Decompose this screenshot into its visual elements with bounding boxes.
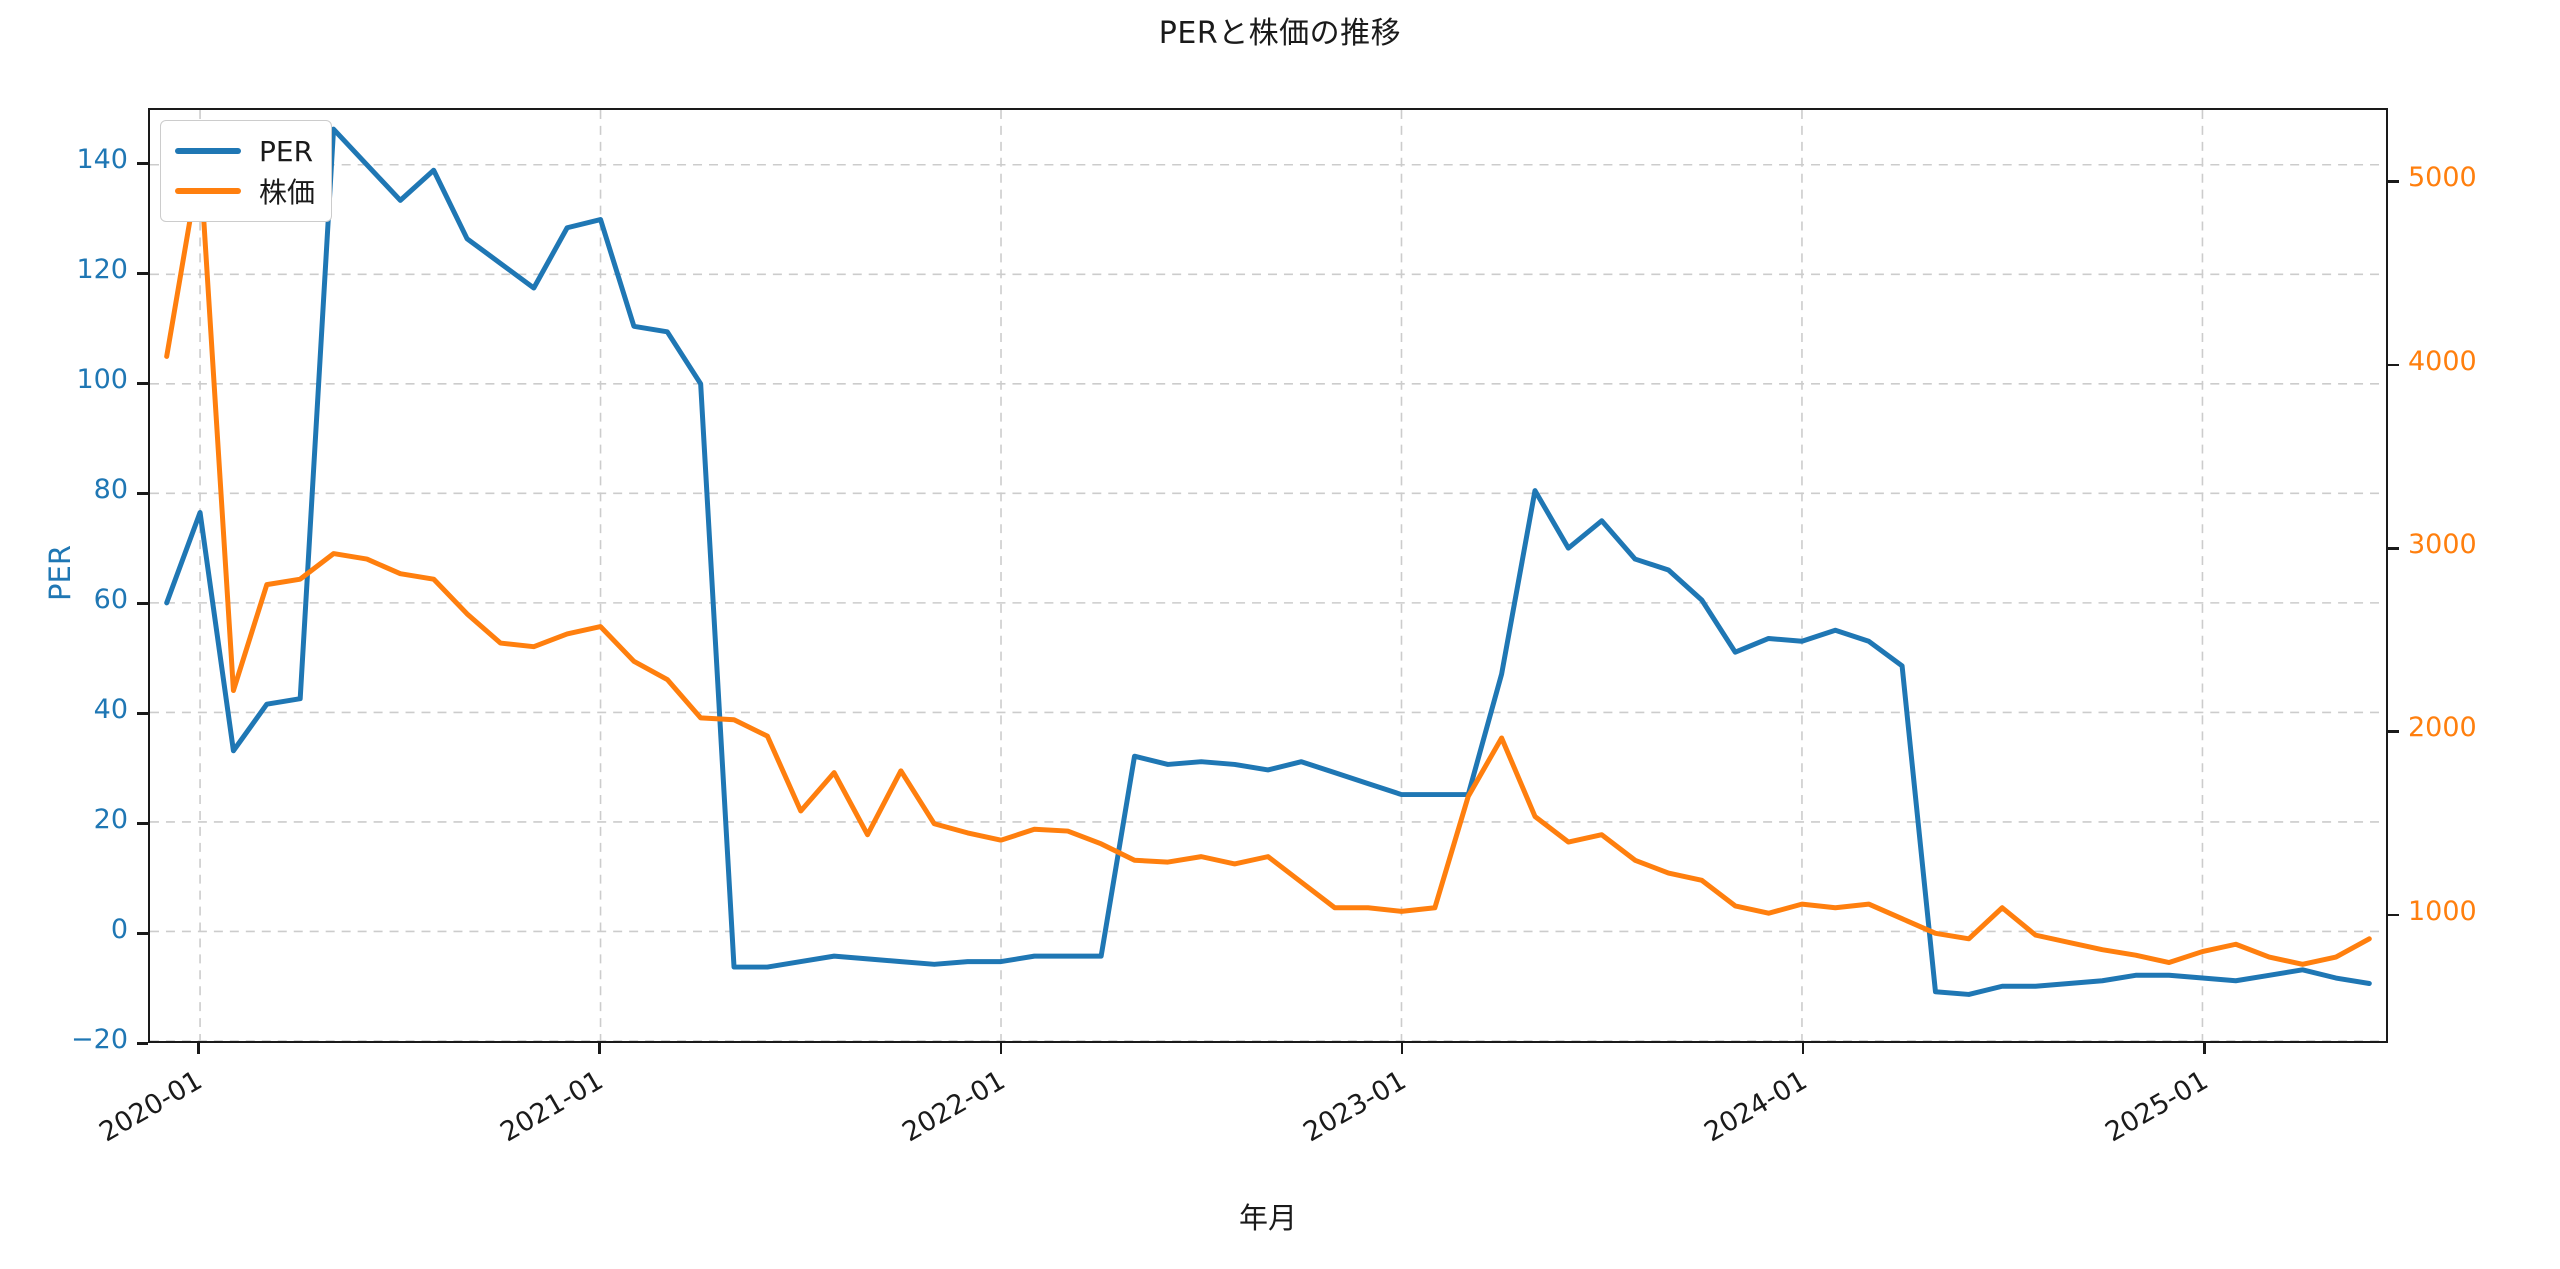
legend-label-kabuka: 株価 [259, 176, 316, 209]
y-right-tickmark [2388, 730, 2399, 733]
y-left-tickmark [137, 492, 148, 495]
legend-swatch-per [175, 148, 241, 154]
y-right-tick-label: 4000 [2408, 345, 2477, 377]
y-left-tickmark [137, 162, 148, 165]
y-right-tickmark [2388, 913, 2399, 917]
y-left-tick-label: 140 [76, 144, 128, 175]
y-right-tickmark [2388, 363, 2399, 367]
y-right-tickmark [2388, 180, 2399, 183]
y-right-tick-label: 3000 [2408, 529, 2477, 560]
y-right-tick-label: 2000 [2408, 712, 2477, 744]
x-tickmark [598, 1043, 601, 1054]
y-right-tickmark [2388, 547, 2399, 550]
y-left-tickmark [137, 272, 148, 275]
x-tickmark [1801, 1043, 1805, 1054]
legend-label-per: PER [259, 134, 314, 168]
x-tickmark [999, 1043, 1003, 1054]
series-lines [164, 126, 2372, 997]
y-left-tickmark [137, 1042, 148, 1045]
grid-lines [150, 110, 2386, 1041]
legend: PER 株価 [160, 120, 333, 222]
x-tickmark [197, 1043, 200, 1054]
plot-area [148, 108, 2388, 1043]
y-left-tick-label: −20 [71, 1024, 128, 1055]
y-left-tick-label: 40 [93, 694, 128, 725]
y-left-tick-label: 60 [93, 584, 128, 615]
page-title: PERと株価の推移 [1158, 16, 1402, 51]
legend-swatch-kabuka [175, 188, 241, 194]
y-left-tick-label: 120 [76, 254, 128, 285]
y-left-tick-label: 80 [93, 474, 128, 505]
y-left-tickmark [137, 712, 148, 715]
legend-item-per: PER [175, 131, 315, 171]
x-tickmark [1400, 1043, 1404, 1054]
y-left-tickmark [137, 932, 148, 935]
y-left-tickmark [137, 382, 148, 385]
y-axis-left-label: PER [43, 544, 77, 601]
y-left-tick-label: 20 [93, 804, 128, 835]
y-left-tick-label: 0 [110, 914, 128, 945]
legend-item-kabuka: 株価 [175, 171, 315, 211]
y-left-tick-label: 100 [76, 364, 128, 395]
x-tickmark [2203, 1043, 2206, 1054]
y-left-tickmark [137, 602, 148, 605]
x-axis-label: 年月 [1238, 1201, 1297, 1235]
y-right-tick-label: 1000 [2408, 895, 2477, 927]
y-left-tickmark [137, 822, 148, 825]
y-right-tick-label: 5000 [2408, 162, 2477, 194]
